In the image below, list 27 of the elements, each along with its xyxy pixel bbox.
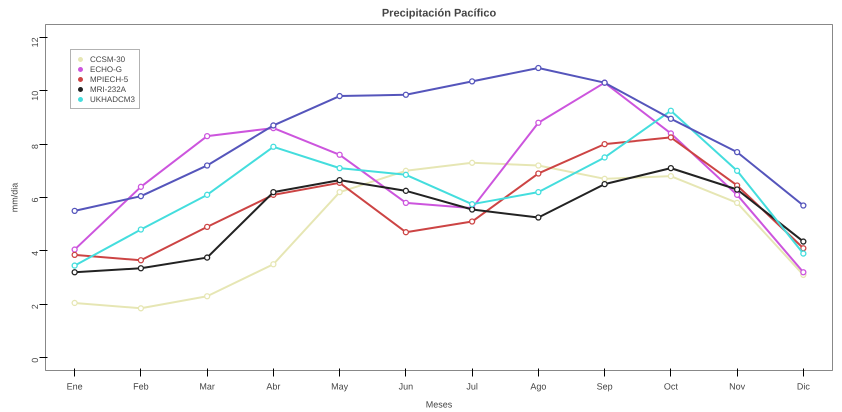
y-tick-label: 12 [30,37,40,48]
legend-label: CCSM-30 [90,54,126,64]
x-tick-label: Abr [266,382,280,392]
x-tick-label: May [331,382,349,392]
x-tick-label: Feb [133,382,149,392]
x-tick-label: Dic [796,382,810,392]
legend-label: MRI-232A [90,84,126,94]
x-tick-label: Oct [664,382,678,392]
x-tick-label: Ene [66,382,83,392]
y-tick-label: 0 [30,358,40,363]
x-tick-label: Nov [729,382,746,392]
x-tick-label: Jul [466,382,478,392]
y-tick-label: 4 [30,250,40,256]
y-tick-label: 10 [30,90,40,101]
legend-label: MPIECH-5 [90,74,128,84]
y-tick-label: 2 [30,304,40,310]
x-tick-label: Jun [398,382,414,392]
legend-label: ECHO-G [90,64,122,74]
x-tick-label: Sep [596,382,613,392]
chart-title: Precipitación Pacífico [382,8,496,20]
y-tick-label: 6 [30,197,40,203]
x-tick-label: Ago [530,382,546,392]
y-tick-label: 8 [30,144,40,150]
y-axis-title: mm/dia [10,182,20,212]
x-tick-label: Mar [199,382,215,392]
x-axis-title: Meses [426,400,453,410]
legend-label: UKHADCM3 [90,94,135,104]
